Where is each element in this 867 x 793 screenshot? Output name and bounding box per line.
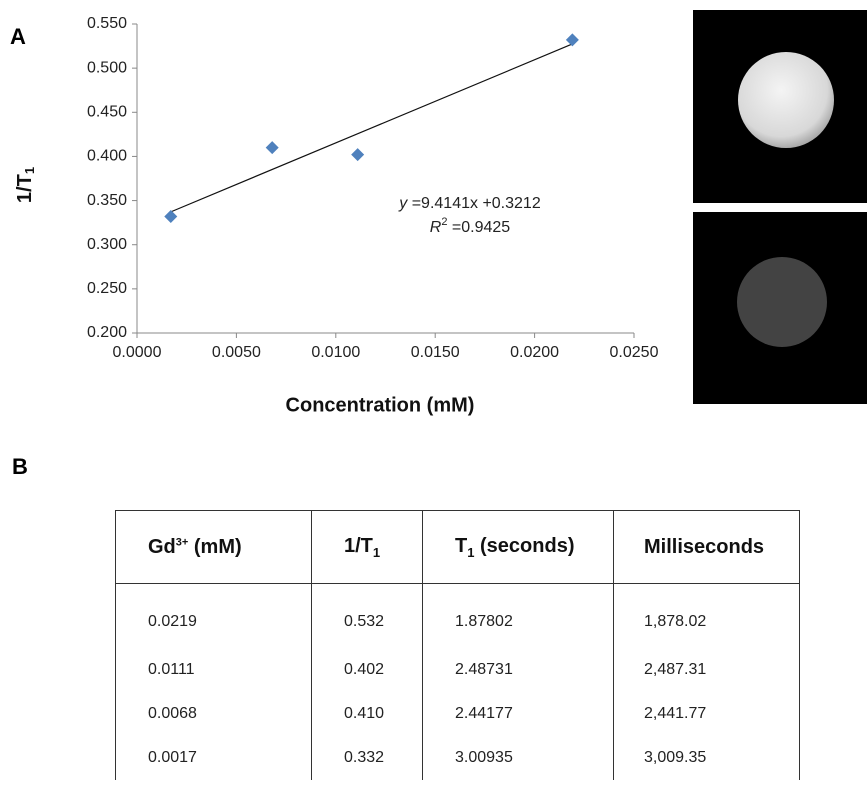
x-tick-label: 0.0150 [411,344,460,361]
x-tick-label: 0.0250 [610,344,659,361]
r-squared-text: =0.9425 [447,219,510,236]
equation: y =9.4141x +0.3212 [398,195,541,212]
header-text: (mM) [188,535,242,558]
table-row: 0.0017 0.332 3.00935 3,009.35 [115,736,800,780]
header-cell: 1/T1 [311,510,423,584]
r-squared: R2 =0.9425 [430,216,511,236]
y-tick-label: 0.200 [87,324,127,341]
chart: A C D Concentration (mM) 1/T1 y =9.4141x… [10,10,867,416]
header-cell: T1 (seconds) [422,510,614,584]
table-cell: 2.48731 [422,648,614,692]
table-cell: 2,487.31 [613,648,800,692]
y-tick-label: 0.250 [87,280,127,297]
header-sub: 1 [467,544,475,560]
data-point [565,33,579,47]
data-point [164,209,178,223]
table-cell: 0.0111 [115,648,312,692]
table-cell: 0.532 [311,583,423,648]
table-cell: 3.00935 [422,736,614,780]
header-cell: Gd3+ (mM) [115,510,312,584]
y-tick-label: 0.500 [87,59,127,76]
header-sup: 3+ [175,535,189,548]
panel-label: B [12,454,28,479]
table-cell: 0.402 [311,648,423,692]
table-row: 0.0111 0.402 2.48731 2,487.31 [115,648,800,692]
header-text: Gd [148,535,176,558]
panel-label-box: B [12,454,28,479]
table-cell: 0.0219 [115,583,312,648]
r-squared-var: R [430,219,442,236]
header-sub: 1 [372,544,381,560]
table-cell: 2.44177 [422,692,614,736]
table-cell: 0.0017 [115,736,312,780]
header-row: Gd3+ (mM) 1/T1 T1 (seconds) Milliseconds [115,510,800,584]
table-cell: 2,441.77 [613,692,800,736]
y-tick-label: 0.550 [87,15,127,32]
y-tick-label: 0.350 [87,192,127,209]
x-tick-label: 0.0200 [510,344,559,361]
table-cell: 0.332 [311,736,423,780]
y-tick-label: 0.450 [87,104,127,121]
table-cell: 0.0068 [115,692,312,736]
header-text: 1/T [344,534,373,557]
data-point [265,141,279,155]
trendline [170,43,573,213]
x-tick-label: 0.0100 [311,344,360,361]
header-text: (seconds) [474,534,575,557]
y-axis-label-sub: 1 [22,167,37,174]
y-axis-label-main: 1/T [14,174,36,203]
table-row: 0.0068 0.410 2.44177 2,441.77 [115,692,800,736]
y-tick-label: 0.400 [87,148,127,165]
y-tick-label: 0.300 [87,236,127,253]
x-axis-label: Concentration (mM) [286,394,475,416]
table-cell: 1,878.02 [613,583,800,648]
header-text: T [455,534,468,557]
table-cell: 1.87802 [422,583,614,648]
y-axis-label: 1/T1 [14,167,37,203]
data-point [351,148,365,162]
data-table: Gd3+ (mM) 1/T1 T1 (seconds) Milliseconds… [115,510,800,780]
phantom [738,52,834,148]
x-tick-label: 0.0050 [212,344,261,361]
equation-var: y [398,195,408,212]
table-cell: 3,009.35 [613,736,800,780]
table-cell: 0.410 [311,692,423,736]
equation-text: =9.4141x +0.3212 [407,195,541,212]
header-text: Milliseconds [644,535,765,558]
r-squared-sup: 2 [441,216,447,228]
panel-label: A [10,24,26,49]
table-row: 0.0219 0.532 1.87802 1,878.02 [115,583,800,648]
x-tick-label: 0.0000 [113,344,162,361]
header-cell: Milliseconds [613,510,800,584]
phantom [737,257,827,347]
